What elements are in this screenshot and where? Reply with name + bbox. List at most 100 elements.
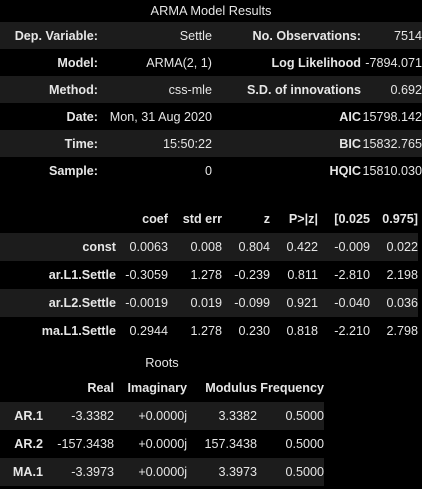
summary-label: Date: [66,109,99,124]
summary-label: Time: [64,136,98,151]
cell-ci-high: 0.036 [386,296,418,310]
summary-title: ARMA Model Results [150,3,272,18]
summary-value: 0 [204,163,212,178]
cell-z: 0.230 [238,324,270,338]
cell-imaginary: +0.0000j [138,465,187,479]
column-header: std err [182,212,222,226]
corner-cell [0,374,43,402]
row-header: ar.L2.Settle [48,296,116,310]
summary-label: Sample: [49,163,98,178]
cell-coef: 0.0063 [129,240,168,254]
column-header: Imaginary [127,381,188,395]
cell-modulus: 3.3382 [218,409,257,423]
cell-p: 0.811 [287,268,318,282]
cell-stderr: 0.008 [190,240,222,254]
summary-row: Time: 15:50:22 BIC 15832.765 [0,130,422,157]
summary-label: AIC [339,109,361,124]
column-header: Frequency [260,381,324,395]
summary-row: Model: ARMA(2, 1) Log Likelihood -7894.0… [0,49,422,76]
summary-label: Method: [49,82,98,97]
table-row: AR.1 -3.3382 +0.0000j 3.3382 0.5000 [0,402,324,430]
summary-value: 15832.765 [362,136,422,151]
summary-label: No. Observations: [252,28,361,43]
cell-ci-low: -0.009 [334,240,370,254]
cell-imaginary: +0.0000j [138,437,187,451]
cell-ci-low: -0.040 [334,296,370,310]
cell-p: 0.422 [286,240,318,254]
cell-ci-high: 0.022 [386,240,418,254]
cell-frequency: 0.5000 [285,437,324,451]
table-row: MA.1 -3.3973 +0.0000j 3.3973 0.5000 [0,458,324,486]
cell-frequency: 0.5000 [285,409,324,423]
row-header: const [82,240,116,254]
summary-value: 0.692 [390,82,422,97]
coefficients-table: coef std err z P>|z| [0.025 0.975] const… [0,205,418,345]
summary-label: BIC [339,136,361,151]
cell-stderr: 1.278 [190,268,222,282]
cell-z: -0.239 [234,268,270,282]
summary-value: Mon, 31 Aug 2020 [109,109,212,124]
cell-ci-low: -2.810 [334,268,370,282]
summary-value: 15:50:22 [162,136,212,151]
summary-row: Method: css-mle S.D. of innovations 0.69… [0,76,422,103]
cell-coef: -0.0019 [125,296,168,310]
row-header: ar.L1.Settle [48,268,116,282]
summary-value: -7894.071 [365,55,422,70]
summary-value: css-mle [168,82,212,97]
corner-cell [0,205,116,233]
summary-row: Sample: 0 HQIC 15810.030 [0,157,422,184]
row-header: ma.L1.Settle [41,324,116,338]
cell-stderr: 0.019 [190,296,222,310]
cell-modulus: 157.3438 [204,437,257,451]
summary-value: ARMA(2, 1) [146,55,212,70]
summary-label: HQIC [329,163,361,178]
cell-p: 0.921 [286,296,318,310]
cell-z: 0.804 [238,240,270,254]
cell-coef: -0.3059 [125,268,168,282]
column-header: Real [87,381,114,395]
summary-value: Settle [179,28,212,43]
cell-coef: 0.2944 [129,324,168,338]
table-row: ma.L1.Settle 0.2944 1.278 0.230 0.818 -2… [0,317,418,345]
row-header: AR.1 [14,409,43,423]
summary-row: Date: Mon, 31 Aug 2020 AIC 15798.142 [0,103,422,130]
cell-ci-high: 2.798 [386,324,418,338]
cell-z: -0.099 [234,296,270,310]
summary-value: 15798.142 [362,109,422,124]
column-header: Modulus [205,381,257,395]
table-row: AR.2 -157.3438 +0.0000j 157.3438 0.5000 [0,430,324,458]
table-row: ar.L2.Settle -0.0019 0.019 -0.099 0.921 … [0,289,418,317]
summary-label: Model: [57,55,98,70]
summary-label: Dep. Variable: [14,28,98,43]
summary-label: Log Likelihood [271,55,361,70]
row-header: MA.1 [12,465,43,479]
cell-imaginary: +0.0000j [138,409,187,423]
coefficients-header-row: coef std err z P>|z| [0.025 0.975] [0,205,418,233]
cell-frequency: 0.5000 [285,465,324,479]
roots-title: Roots [145,355,179,370]
column-header: z [263,212,270,226]
column-header: 0.975] [382,212,418,226]
cell-ci-low: -2.210 [334,324,370,338]
summary-row: Dep. Variable: Settle No. Observations: … [0,22,422,49]
row-header: AR.2 [14,437,43,451]
roots-header-row: Real Imaginary Modulus Frequency [0,374,324,402]
summary-label: S.D. of innovations [246,82,361,97]
cell-real: -3.3973 [71,465,114,479]
table-row: const 0.0063 0.008 0.804 0.422 -0.009 0.… [0,233,418,261]
table-row: ar.L1.Settle -0.3059 1.278 -0.239 0.811 … [0,261,418,289]
cell-ci-high: 2.198 [386,268,418,282]
cell-modulus: 3.3973 [218,465,257,479]
roots-table: Roots Real Imaginary Modulus Frequency A… [0,352,324,486]
cell-p: 0.818 [286,324,318,338]
cell-stderr: 1.278 [190,324,222,338]
summary-value: 7514 [393,28,422,43]
cell-real: -3.3382 [71,409,114,423]
cell-real: -157.3438 [57,437,114,451]
column-header: coef [142,212,168,226]
column-header: [0.025 [334,212,370,226]
model-summary-table: ARMA Model Results Dep. Variable: Settle… [0,0,422,184]
summary-value: 15810.030 [362,163,422,178]
column-header: P>|z| [288,212,318,226]
